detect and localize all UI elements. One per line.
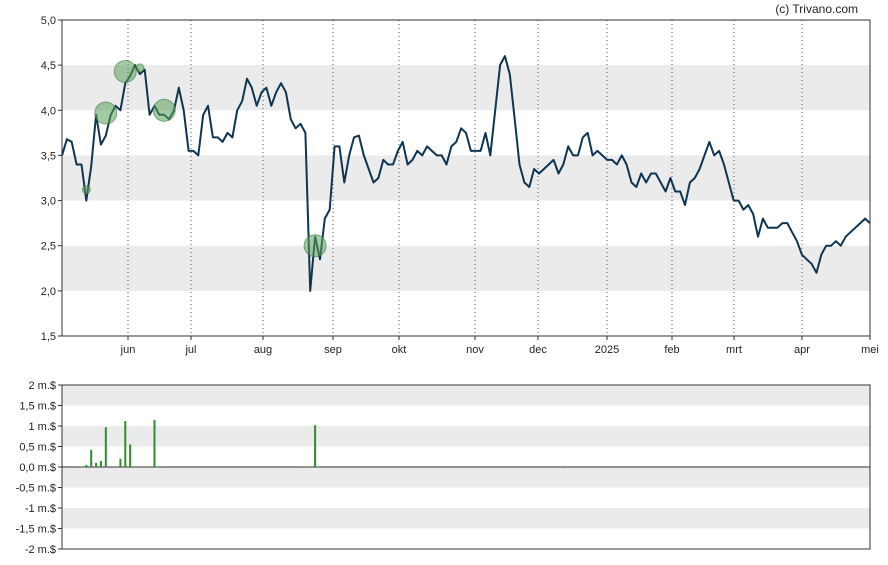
trade-marker xyxy=(135,63,145,73)
volume-grid-band xyxy=(62,426,870,447)
volume-bar xyxy=(95,462,98,467)
volume-y-tick-label: -0,5 m.$ xyxy=(16,483,56,495)
price-grid-band xyxy=(62,65,870,111)
volume-y-tick-label: -1 m.$ xyxy=(25,503,56,515)
price-x-tick-label: 2025 xyxy=(595,344,619,356)
price-line xyxy=(61,55,871,292)
price-x-tick-label: okt xyxy=(392,344,407,356)
price-panel: 1,5 2,0 2,5 3,0 3,5 4,0 4,5 5,0 jun jul aug sep okt n… xyxy=(41,15,879,356)
volume-bar xyxy=(90,449,93,467)
price-y-tick-label: 1,5 xyxy=(41,331,56,343)
volume-bar xyxy=(562,466,565,467)
price-x-tick-label: nov xyxy=(466,344,484,356)
volume-bar xyxy=(314,425,317,467)
price-x-tick-label: mrt xyxy=(726,344,742,356)
volume-y-tick-label: -1,5 m.$ xyxy=(16,524,56,536)
chart-credit: (c) Trivano.com xyxy=(775,2,858,16)
trade-marker xyxy=(94,101,118,125)
price-y-tick-label: 5,0 xyxy=(41,15,56,27)
volume-grid-band xyxy=(62,508,870,529)
price-x-tick-label: mei xyxy=(861,344,879,356)
volume-grid-band xyxy=(62,385,870,406)
volume-y-tick-label: 2 m.$ xyxy=(28,380,56,392)
price-x-tick-label: feb xyxy=(664,344,679,356)
price-grid-band xyxy=(62,245,870,291)
price-x-tick-label: dec xyxy=(529,344,547,356)
trade-marker xyxy=(152,98,176,122)
volume-panel: -2 m.$ -1,5 m.$ -1 m.$ -0,5 m.$ 0,0 m.$ 0,5 m… xyxy=(16,380,871,556)
price-grid-band xyxy=(62,155,870,201)
volume-bar xyxy=(99,460,102,467)
price-y-tick-label: 4,5 xyxy=(41,60,56,72)
volume-y-tick-label: 0,5 m.$ xyxy=(19,442,56,454)
volume-bar xyxy=(85,464,88,467)
volume-bar xyxy=(104,427,107,467)
volume-bar xyxy=(124,421,127,467)
price-x-tick-label: jun xyxy=(120,344,136,356)
trade-marker xyxy=(81,185,91,195)
volume-y-tick-label: 1 m.$ xyxy=(28,421,56,433)
price-y-tick-label: 4,0 xyxy=(41,105,56,117)
volume-y-tick-label: -2 m.$ xyxy=(25,544,56,556)
price-x-tick-label: apr xyxy=(794,344,810,356)
price-plot-frame xyxy=(61,19,871,337)
volume-bar xyxy=(129,444,132,467)
price-x-tick-label: aug xyxy=(254,344,272,356)
price-x-tick-label: sep xyxy=(324,344,342,356)
price-y-tick-label: 3,0 xyxy=(41,196,56,208)
price-x-tick-label: jul xyxy=(184,344,196,356)
volume-y-tick-label: 0,0 m.$ xyxy=(19,462,56,474)
trade-marker xyxy=(113,59,137,83)
price-y-tick-label: 2,0 xyxy=(41,286,56,298)
volume-bar xyxy=(153,419,156,467)
volume-bar xyxy=(119,458,122,467)
volume-y-tick-label: 1,5 m.$ xyxy=(19,401,56,413)
price-y-tick-label: 2,5 xyxy=(41,241,56,253)
price-y-tick-label: 3,5 xyxy=(41,150,56,162)
volume-grid-band xyxy=(62,467,870,488)
trade-marker xyxy=(303,234,327,258)
